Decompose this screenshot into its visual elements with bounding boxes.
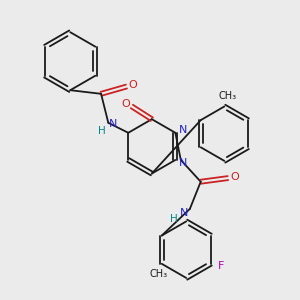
Text: H: H — [170, 214, 177, 224]
Text: CH₃: CH₃ — [219, 92, 237, 101]
Text: F: F — [218, 261, 224, 271]
Text: N: N — [180, 208, 189, 218]
Text: N: N — [178, 158, 187, 167]
Text: CH₃: CH₃ — [149, 269, 167, 279]
Text: N: N — [109, 118, 117, 128]
Text: N: N — [178, 125, 187, 135]
Text: O: O — [230, 172, 239, 182]
Text: O: O — [121, 99, 130, 109]
Text: O: O — [129, 80, 137, 90]
Text: H: H — [98, 126, 106, 136]
